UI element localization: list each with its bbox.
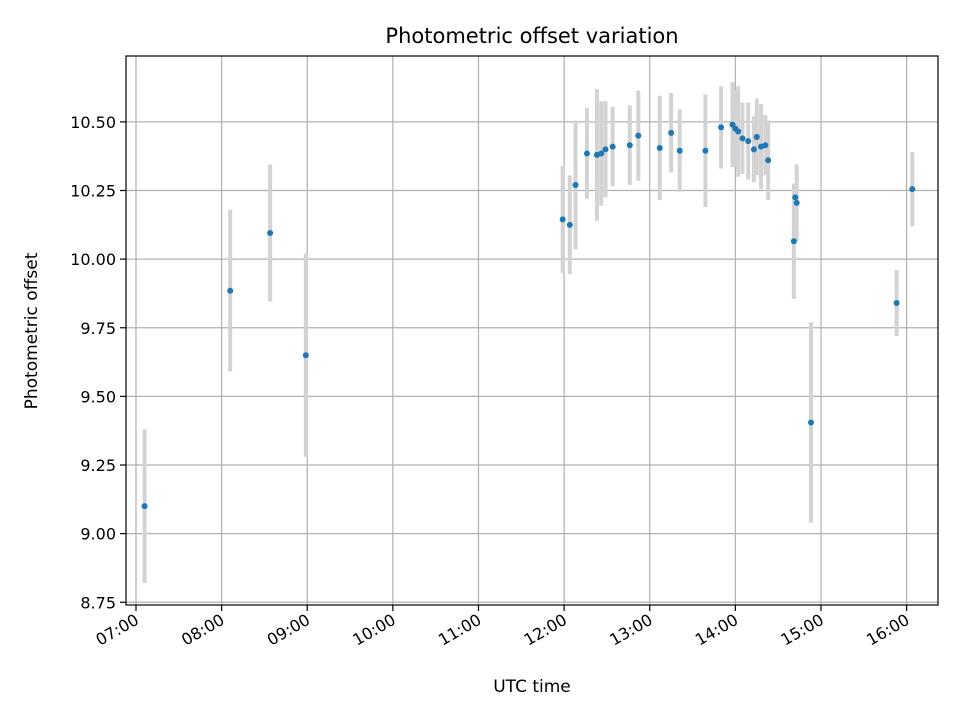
data-point [267,230,274,237]
x-tick-label: 11:00 [435,610,484,650]
data-point [753,133,760,140]
x-axis-ticks: 07:00 08:00 09:00 10:00 11:00 12:00 13:00 14:00… [93,605,913,650]
data-point [893,300,900,307]
data-point [602,146,609,153]
x-tick-label: 13:00 [606,610,655,650]
y-tick-label: 10.25 [70,182,116,201]
data-point [676,147,683,154]
data-point [141,503,148,510]
chart-title: Photometric offset variation [385,24,678,48]
x-tick-label: 10:00 [349,610,398,650]
data-point [668,129,675,136]
data-point [792,194,799,201]
data-point [702,147,709,154]
data-point [765,157,772,164]
data-point [583,150,590,157]
data-point [559,216,566,223]
plot-frame [125,55,939,606]
data-point [566,221,573,228]
x-tick-label: 14:00 [692,610,741,650]
data-point [598,150,605,157]
y-tick-label: 9.00 [80,525,116,544]
data-point [793,199,800,206]
data-point [790,238,797,245]
data-point [718,124,725,131]
y-tick-label: 8.75 [80,593,116,612]
data-point [750,146,757,153]
grid [126,56,938,605]
data-point [635,132,642,139]
x-tick-label: 16:00 [863,610,912,650]
data-point [745,138,752,145]
data-point [656,144,663,151]
error-bars [142,82,915,584]
y-tick-label: 9.75 [80,319,116,338]
x-tick-label: 15:00 [778,610,827,650]
y-axis-label: Photometric offset [22,252,42,409]
data-point [227,287,234,294]
y-axis-ticks: 8.75 9.00 9.25 9.50 9.75 10.00 10.25 10.50 [70,113,126,612]
y-tick-label: 10.00 [70,250,116,269]
x-tick-label: 12:00 [521,610,570,650]
y-tick-label: 10.50 [70,113,116,132]
data-point [807,419,814,426]
x-tick-label: 09:00 [264,610,313,650]
x-tick-label: 07:00 [93,610,142,650]
data-point [739,135,746,142]
data-point [735,128,742,135]
x-tick-label: 08:00 [178,610,227,650]
data-point [572,182,579,189]
data-point [626,142,633,149]
y-tick-label: 9.50 [80,387,116,406]
y-tick-label: 9.25 [80,456,116,475]
data-point [609,143,616,150]
data-point [302,352,309,359]
data-point [909,186,916,193]
data-points [141,121,916,510]
data-point [762,142,769,149]
x-axis-label: UTC time [493,677,571,697]
